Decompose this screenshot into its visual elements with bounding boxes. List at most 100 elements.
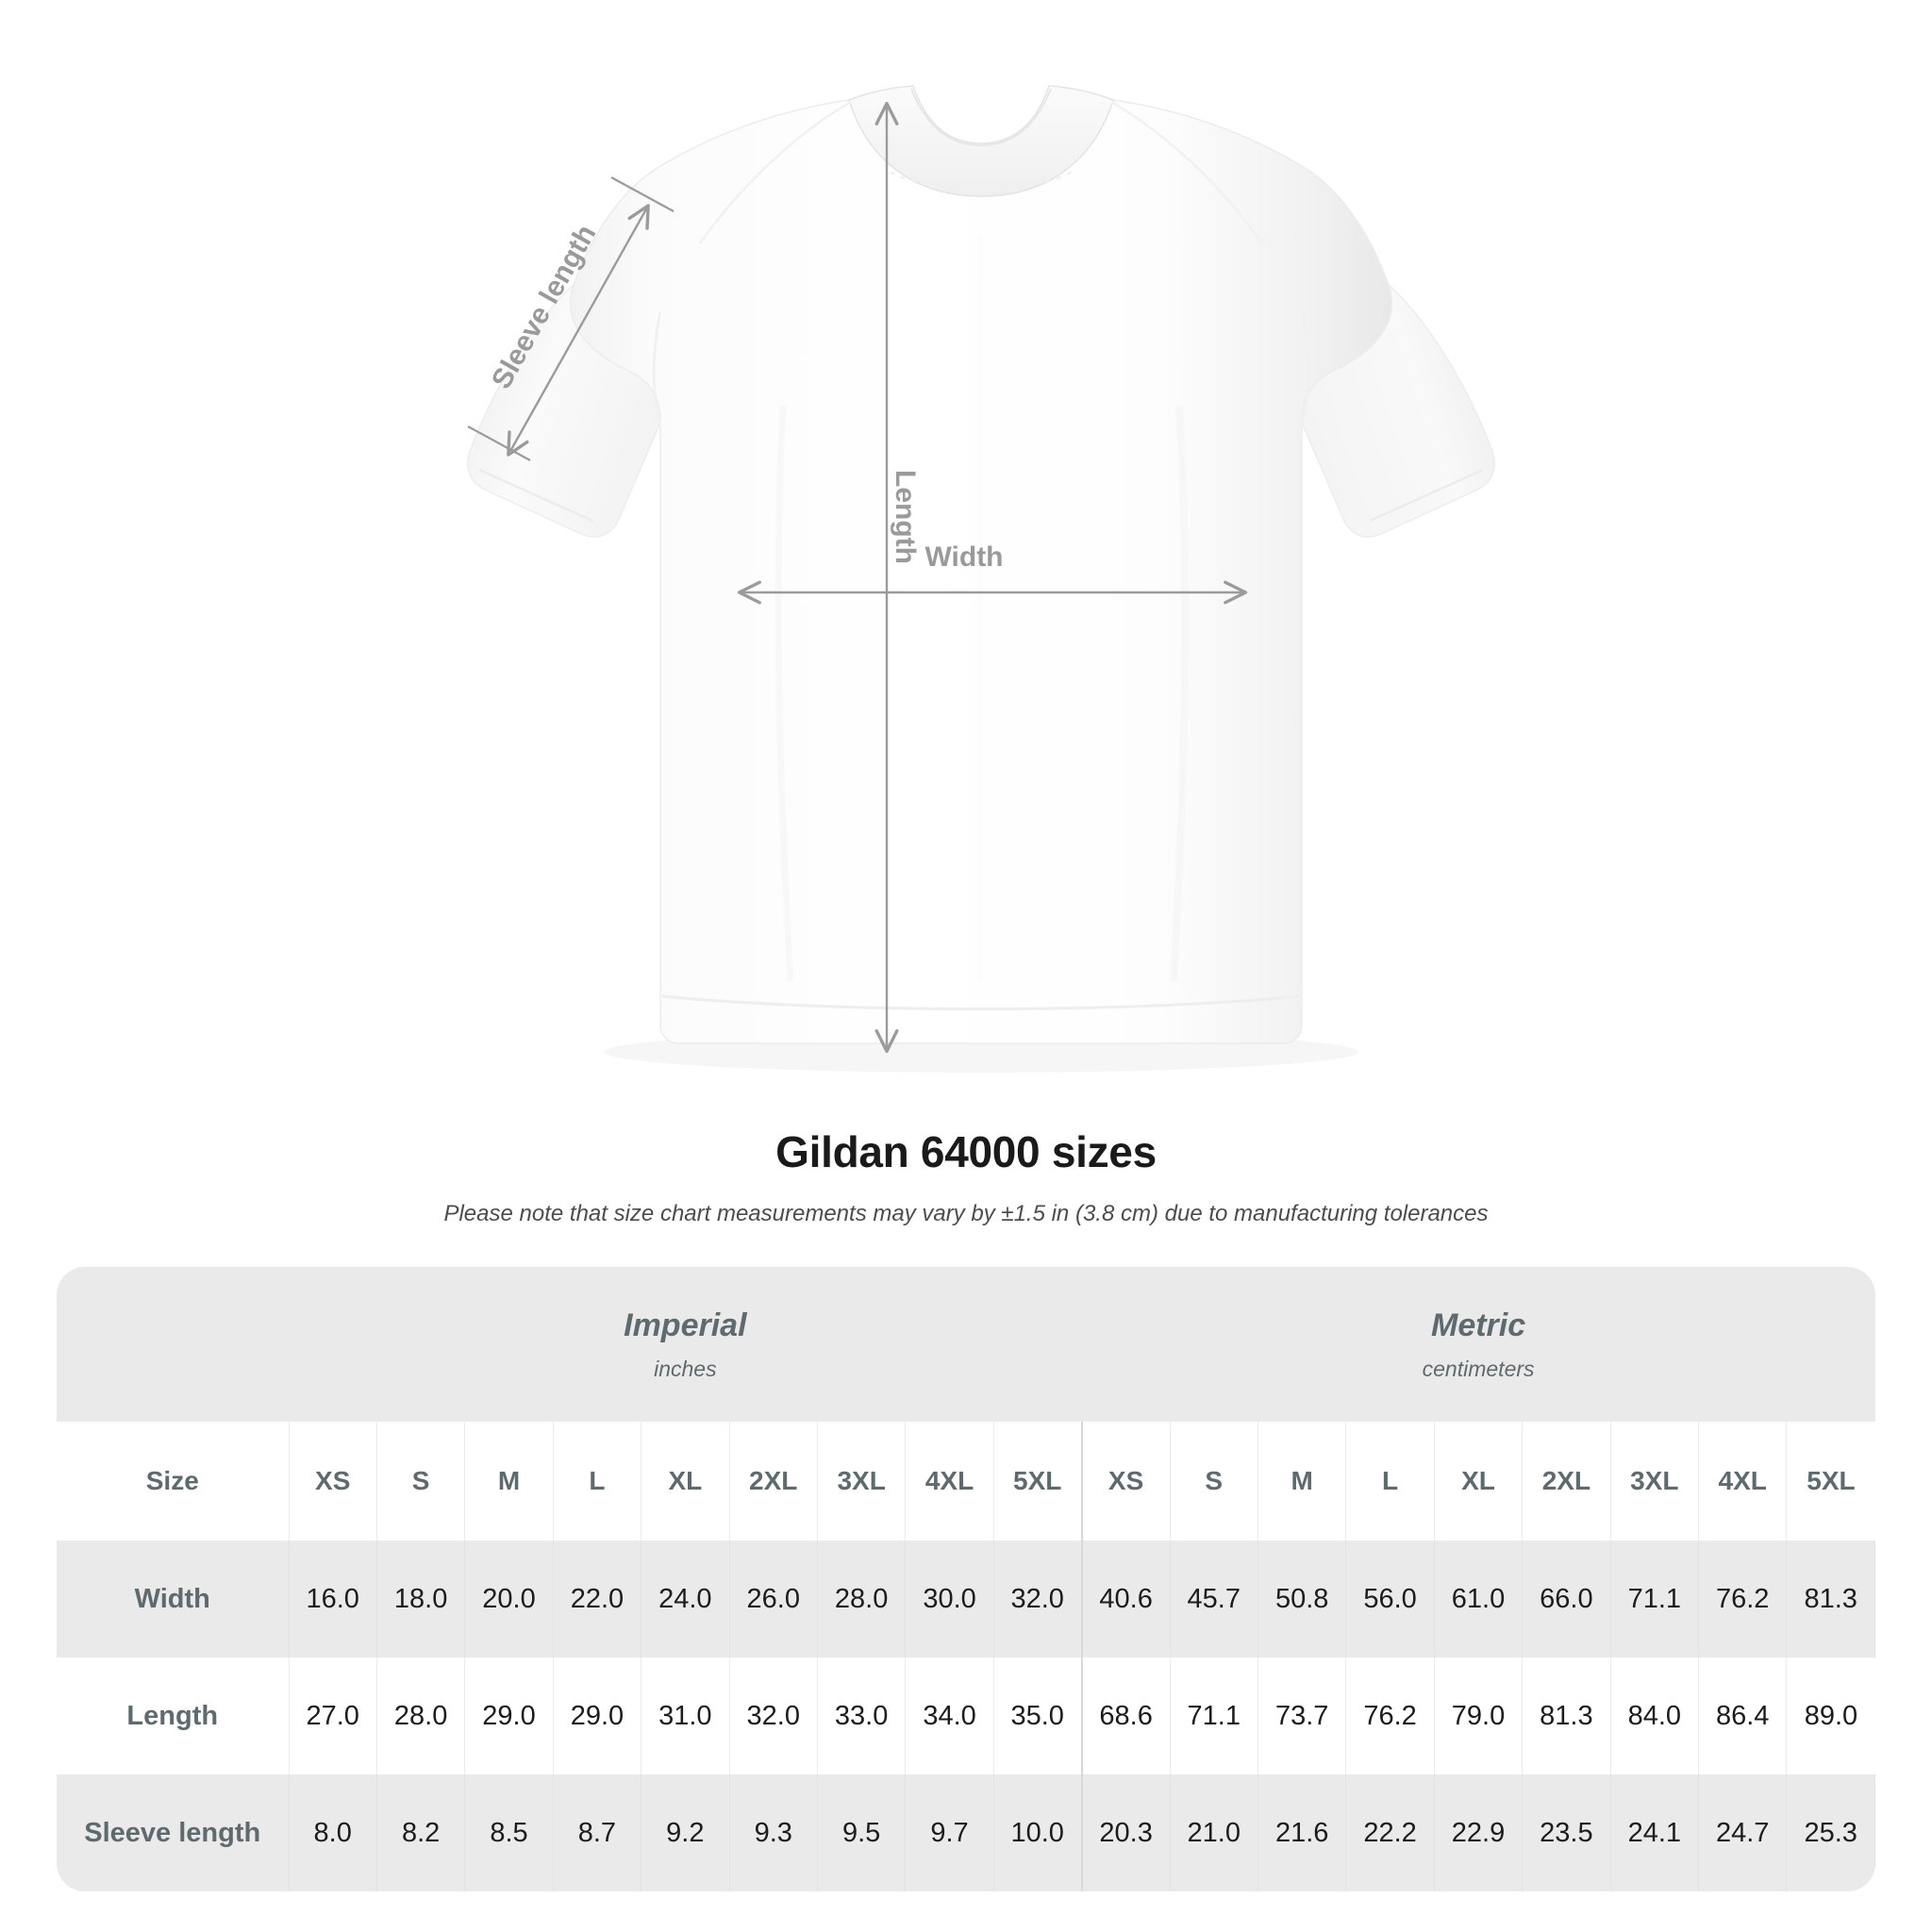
cell-width-imperial-l: 22.0 (553, 1541, 642, 1657)
cell-length-metric-s: 71.1 (1170, 1657, 1258, 1774)
cell-sleeve-metric-m: 21.6 (1257, 1774, 1347, 1891)
cell-length-imperial-m: 29.0 (464, 1657, 554, 1774)
right-sleeve-hem (1369, 468, 1484, 523)
cell-length-imperial-2xl: 32.0 (729, 1657, 818, 1774)
cell-sleeve-imperial-2xl: 9.3 (729, 1774, 818, 1891)
sleeve-arrow (507, 204, 650, 457)
cell-length-metric-5xl: 89.0 (1786, 1657, 1875, 1774)
cell-width-metric-m: 50.8 (1257, 1541, 1347, 1657)
cell-width-imperial-3xl: 28.0 (817, 1541, 907, 1657)
collar-stitch (890, 170, 1073, 191)
table-row-length: Length 27.0 28.0 29.0 29.0 31.0 32.0 33.… (57, 1657, 1875, 1774)
header-cell-imperial-xl: XL (641, 1422, 730, 1541)
cell-sleeve-imperial-xs: 8.0 (289, 1774, 377, 1891)
cell-length-metric-l: 76.2 (1345, 1657, 1435, 1774)
length-measurement: Length (874, 101, 921, 1054)
header-cell-imperial-s: S (376, 1422, 466, 1541)
row-label-width: Width (57, 1541, 290, 1657)
header-cell-metric-5xl: 5XL (1786, 1422, 1875, 1541)
right-armhole-seam (1300, 310, 1309, 427)
cell-sleeve-imperial-4xl: 9.7 (905, 1774, 994, 1891)
collar-inner-seam (910, 88, 1052, 147)
row-label-sleeve-length: Sleeve length (57, 1774, 290, 1891)
length-label: Length (890, 470, 921, 564)
cell-length-imperial-l: 29.0 (553, 1657, 642, 1774)
left-sleeve-hem (478, 468, 593, 523)
cell-length-metric-xs: 68.6 (1081, 1657, 1171, 1774)
cell-sleeve-metric-5xl: 25.3 (1786, 1774, 1875, 1891)
tshirt-svg: Length Width Sleeve length (467, 85, 1495, 1054)
cell-width-imperial-xs: 16.0 (289, 1541, 377, 1657)
cell-sleeve-imperial-s: 8.2 (376, 1774, 466, 1891)
fabric-fold-center (976, 235, 984, 982)
unit-name-imperial: Imperial (624, 1307, 747, 1343)
header-cell-imperial-5xl: 5XL (993, 1422, 1083, 1541)
cell-width-imperial-2xl: 26.0 (729, 1541, 818, 1657)
unit-cell-metric: Metric centimeters (1081, 1267, 1875, 1422)
cell-width-imperial-s: 18.0 (376, 1541, 466, 1657)
cell-sleeve-metric-l: 22.2 (1345, 1774, 1435, 1891)
sleeve-tick-top (610, 176, 675, 212)
header-size-label: Size (57, 1422, 290, 1541)
header-cell-metric-m: M (1257, 1422, 1347, 1541)
header-cell-metric-l: L (1345, 1422, 1435, 1541)
cell-sleeve-metric-xl: 22.9 (1434, 1774, 1524, 1891)
table-header-row: Size XS S M L XL 2XL 3XL 4XL 5XL XS S M … (57, 1422, 1875, 1541)
cell-length-imperial-3xl: 33.0 (817, 1657, 907, 1774)
width-measurement: Width (737, 541, 1248, 605)
unit-sub-metric: centimeters (1422, 1356, 1535, 1381)
cell-sleeve-metric-s: 21.0 (1170, 1774, 1258, 1891)
cell-sleeve-imperial-5xl: 10.0 (993, 1774, 1083, 1891)
fabric-fold-right (1170, 405, 1190, 982)
cell-sleeve-imperial-l: 8.7 (553, 1774, 642, 1891)
heading-block: Gildan 64000 sizes Please note that size… (0, 1128, 1932, 1227)
header-cell-imperial-2xl: 2XL (729, 1422, 818, 1541)
left-shoulder-seam (698, 100, 852, 244)
cell-width-imperial-4xl: 30.0 (905, 1541, 994, 1657)
cell-sleeve-metric-3xl: 24.1 (1610, 1774, 1700, 1891)
header-cell-metric-xs: XS (1081, 1422, 1171, 1541)
cell-length-metric-xl: 79.0 (1434, 1657, 1524, 1774)
cell-sleeve-metric-2xl: 23.5 (1522, 1774, 1611, 1891)
cell-sleeve-imperial-3xl: 9.5 (817, 1774, 907, 1891)
tshirt-illustration: Length Width Sleeve length (467, 85, 1495, 1054)
header-cell-imperial-3xl: 3XL (817, 1422, 907, 1541)
header-cell-metric-4xl: 4XL (1698, 1422, 1788, 1541)
unit-band-row: Imperial inches Metric centimeters (57, 1267, 1875, 1422)
cell-sleeve-metric-xs: 20.3 (1081, 1774, 1171, 1891)
right-shoulder-seam (1110, 100, 1264, 244)
header-cell-metric-2xl: 2XL (1522, 1422, 1611, 1541)
cell-sleeve-metric-4xl: 24.7 (1698, 1774, 1788, 1891)
cell-width-metric-xs: 40.6 (1081, 1541, 1171, 1657)
unit-cell-imperial: Imperial inches (289, 1267, 1082, 1422)
cell-length-imperial-xs: 27.0 (289, 1657, 377, 1774)
cell-length-imperial-s: 28.0 (376, 1657, 466, 1774)
fabric-fold-left (774, 405, 794, 982)
page-title: Gildan 64000 sizes (775, 1127, 1157, 1176)
cell-width-metric-5xl: 81.3 (1786, 1541, 1875, 1657)
cell-width-metric-xl: 61.0 (1434, 1541, 1524, 1657)
size-table: Imperial inches Metric centimeters Size … (57, 1267, 1875, 1891)
cell-length-imperial-5xl: 35.0 (993, 1657, 1083, 1774)
cell-width-imperial-xl: 24.0 (641, 1541, 730, 1657)
cell-length-metric-4xl: 86.4 (1698, 1657, 1788, 1774)
cell-width-metric-s: 45.7 (1170, 1541, 1258, 1657)
left-armhole-seam (653, 310, 662, 427)
cell-length-imperial-xl: 31.0 (641, 1657, 730, 1774)
unit-band-spacer (57, 1267, 289, 1422)
cell-sleeve-imperial-m: 8.5 (464, 1774, 554, 1891)
cell-length-imperial-4xl: 34.0 (905, 1657, 994, 1774)
collar (848, 85, 1114, 197)
size-table-container: Imperial inches Metric centimeters Size … (57, 1267, 1875, 1891)
header-cell-imperial-l: L (553, 1422, 642, 1541)
tolerance-note: Please note that size chart measurements… (443, 1200, 1489, 1226)
table-row-sleeve-length: Sleeve length 8.0 8.2 8.5 8.7 9.2 9.3 9.… (57, 1774, 1875, 1891)
header-cell-imperial-m: M (464, 1422, 554, 1541)
cell-width-metric-4xl: 76.2 (1698, 1541, 1788, 1657)
header-cell-metric-xl: XL (1434, 1422, 1524, 1541)
cell-width-metric-l: 56.0 (1345, 1541, 1435, 1657)
tshirt-shape (467, 85, 1495, 1044)
cell-width-metric-2xl: 66.0 (1522, 1541, 1611, 1657)
cell-length-metric-2xl: 81.3 (1522, 1657, 1611, 1774)
